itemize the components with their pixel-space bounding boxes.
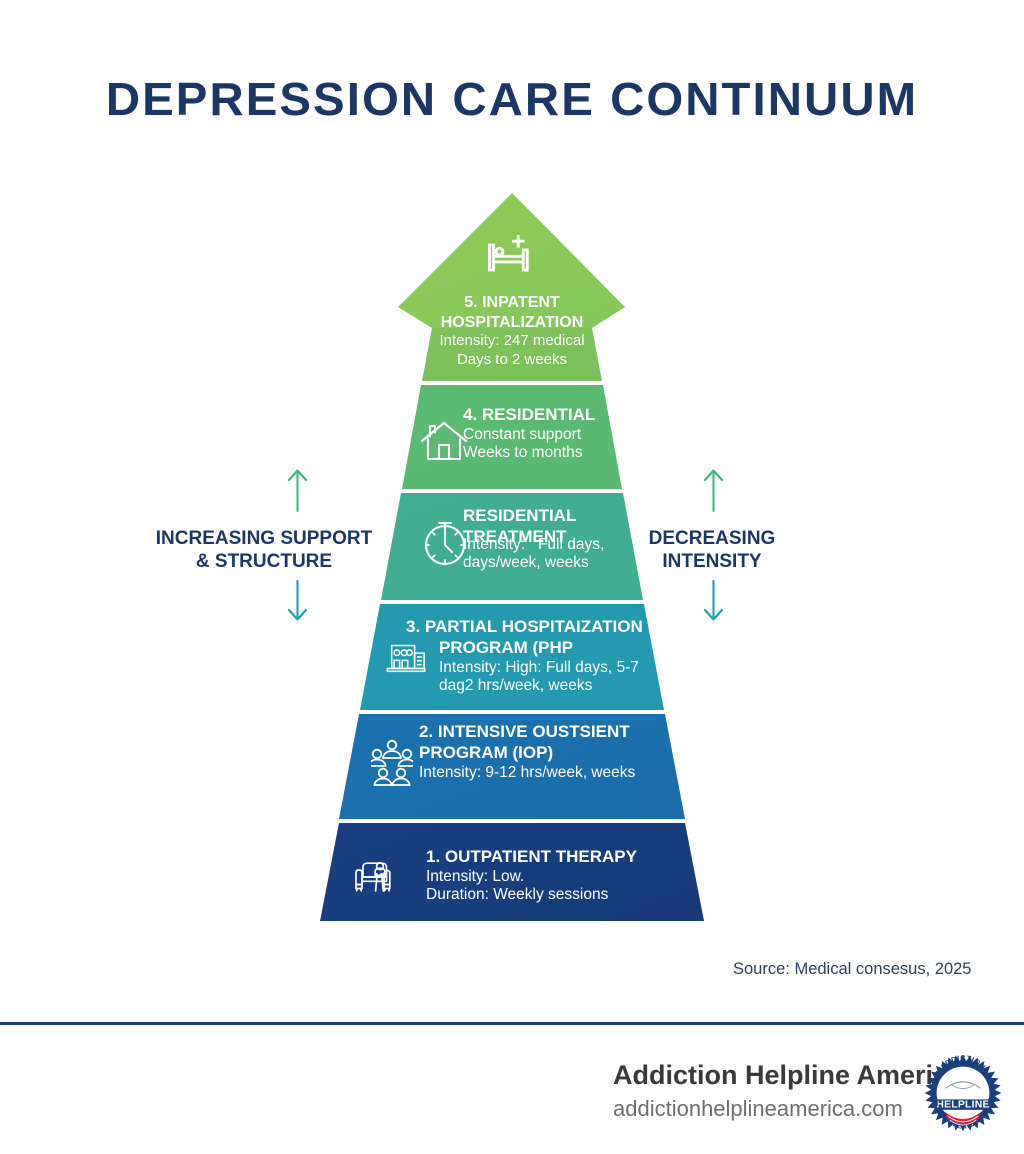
svg-text:HELPLINE: HELPLINE (936, 1099, 989, 1110)
